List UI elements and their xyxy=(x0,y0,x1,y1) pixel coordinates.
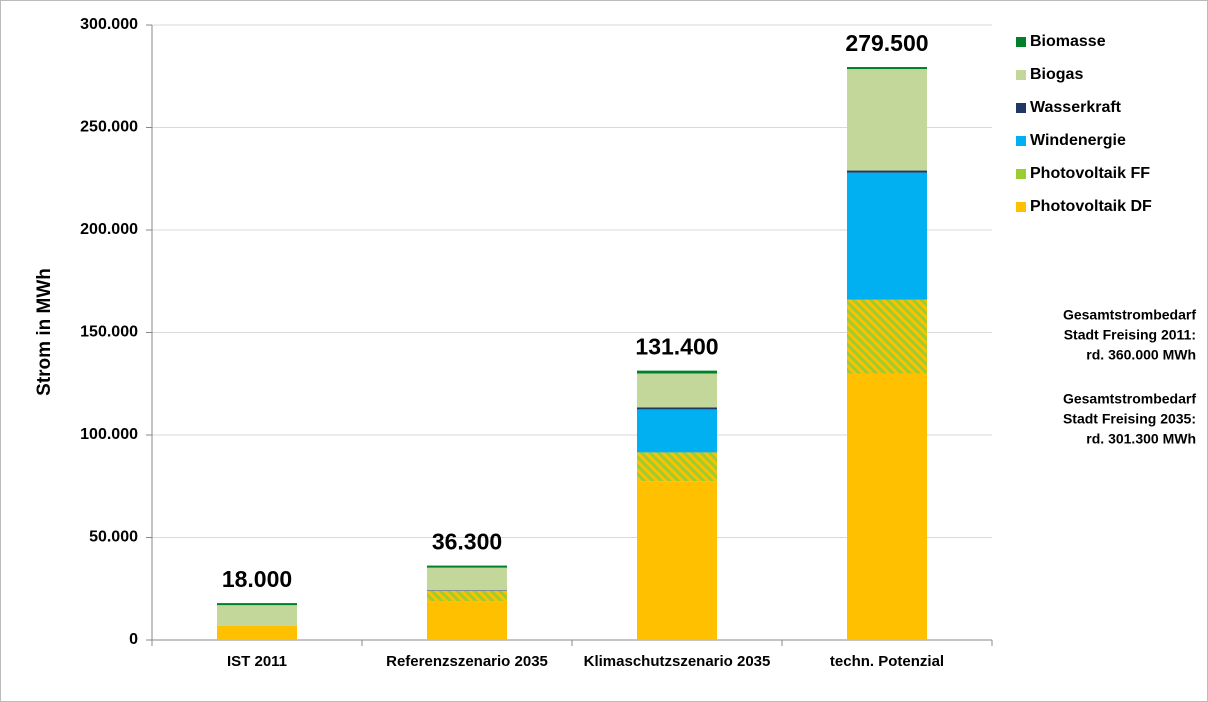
y-tick-label: 0 xyxy=(129,631,138,648)
legend-label: Biomasse xyxy=(1030,33,1106,50)
bar-segment xyxy=(427,567,507,591)
legend-label: Photovoltaik FF xyxy=(1030,165,1150,182)
bar-segment xyxy=(427,601,507,640)
bar-segment xyxy=(427,565,507,568)
bar-segment xyxy=(217,605,297,626)
legend-swatch xyxy=(1016,103,1026,113)
note: Gesamtstrombedarf xyxy=(1063,307,1196,323)
x-tick-label: techn. Potenzial xyxy=(830,653,944,670)
total-label: 279.500 xyxy=(845,30,928,56)
note: Gesamtstrombedarf xyxy=(1063,391,1196,407)
legend-swatch xyxy=(1016,169,1026,179)
note: Stadt Freising 2035: xyxy=(1063,411,1196,427)
bar-segment xyxy=(637,370,717,374)
bar-segment xyxy=(847,69,927,171)
legend-swatch xyxy=(1016,70,1026,80)
y-tick-label: 100.000 xyxy=(80,426,138,443)
x-tick-label: Referenzszenario 2035 xyxy=(386,653,548,670)
total-label: 18.000 xyxy=(222,566,292,592)
bar-segment xyxy=(847,172,927,300)
y-tick-label: 300.000 xyxy=(80,16,138,33)
total-label: 36.300 xyxy=(432,529,502,555)
legend-swatch xyxy=(1016,202,1026,212)
y-tick-label: 200.000 xyxy=(80,221,138,238)
y-axis-title: Strom in MWh xyxy=(34,268,55,396)
bar-segment xyxy=(637,481,717,640)
bar-segment xyxy=(637,452,717,482)
bar-segment xyxy=(847,299,927,374)
y-tick-label: 50.000 xyxy=(89,529,138,546)
bar-segment xyxy=(637,407,717,410)
note: rd. 360.000 MWh xyxy=(1086,347,1196,363)
bar-segment xyxy=(637,373,717,408)
bar-segment xyxy=(637,409,717,453)
x-tick-label: Klimaschutzszenario 2035 xyxy=(584,653,771,670)
y-tick-label: 150.000 xyxy=(80,324,138,341)
bar-segment xyxy=(847,373,927,640)
x-tick-label: IST 2011 xyxy=(227,653,287,670)
note: Stadt Freising 2011: xyxy=(1064,327,1196,343)
legend-label: Photovoltaik DF xyxy=(1030,198,1152,215)
legend-label: Biogas xyxy=(1030,66,1083,83)
total-label: 131.400 xyxy=(635,334,718,360)
legend-swatch xyxy=(1016,136,1026,146)
bar-segment xyxy=(847,67,927,70)
legend-swatch xyxy=(1016,37,1026,47)
bar-segment xyxy=(427,590,507,591)
y-tick-label: 250.000 xyxy=(80,119,138,136)
legend-label: Windenergie xyxy=(1030,132,1126,149)
note: rd. 301.300 MWh xyxy=(1086,431,1196,447)
bar-segment xyxy=(427,590,507,602)
bar-segment xyxy=(217,625,297,640)
bar-segment xyxy=(217,603,297,606)
legend-label: Wasserkraft xyxy=(1030,99,1122,116)
bar-segment xyxy=(847,170,927,173)
